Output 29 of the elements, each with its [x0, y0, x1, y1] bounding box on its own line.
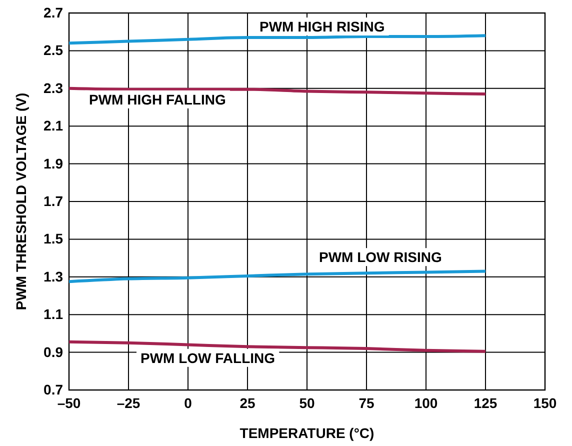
series-label: PWM HIGH RISING	[260, 18, 385, 35]
line-series	[68, 340, 487, 353]
y-tick-label: 2.7	[44, 4, 64, 20]
y-tick-label: 0.9	[44, 344, 64, 360]
y-tick-label: 1.7	[44, 192, 64, 209]
x-tick-label: 0	[184, 394, 192, 411]
series-label: PWM LOW FALLING	[140, 350, 276, 366]
line-series	[68, 34, 487, 45]
y-tick-label: 1.1	[44, 306, 64, 322]
x-tick-label: 50	[299, 394, 315, 411]
y-axis-title: PWM THRESHOLD VOLTAGE (V)	[13, 92, 29, 310]
x-tick-label: 25	[240, 394, 256, 411]
y-tick-label: 2.1	[44, 118, 64, 134]
y-tick-label: 2.3	[44, 80, 64, 96]
y-tick-label: 0.7	[44, 381, 64, 398]
x-tick-label: 75	[358, 394, 374, 411]
x-tick-label: –25	[116, 394, 140, 411]
y-tick-label: 1.5	[44, 230, 64, 247]
y-tick-label: 2.5	[44, 42, 64, 58]
x-tick-label: 100	[414, 394, 438, 411]
y-tick-label: 1.3	[44, 268, 64, 284]
x-tick-label: 125	[474, 394, 498, 411]
line-series	[68, 270, 487, 284]
x-tick-label: 150	[533, 394, 557, 411]
x-axis-title: TEMPERATURE (°C)	[240, 425, 374, 441]
series-label: PWM HIGH FALLING	[89, 91, 226, 108]
x-tick-label: –50	[57, 394, 81, 411]
series-label: PWM LOW RISING	[319, 249, 442, 266]
y-tick-label: 1.9	[44, 155, 64, 172]
